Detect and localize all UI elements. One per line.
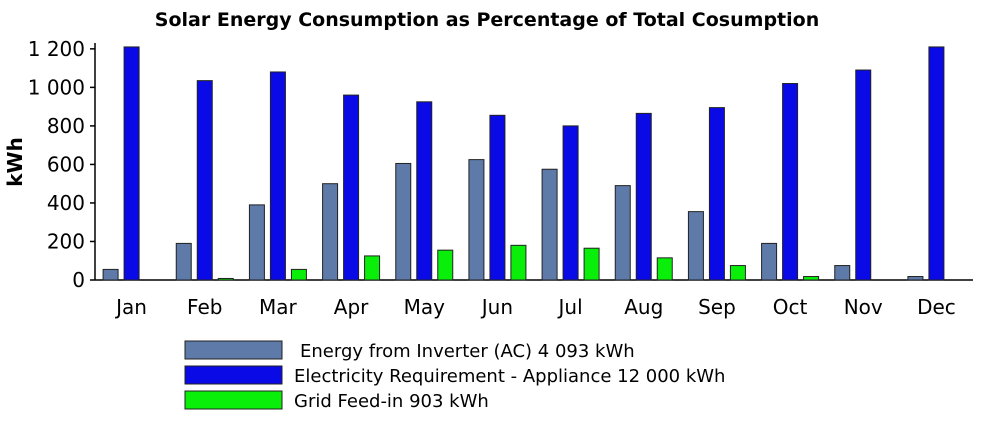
- bar-jul-series-2: [562, 125, 579, 281]
- x-tick-label: May: [404, 295, 446, 319]
- x-tick-label: Oct: [773, 295, 808, 319]
- bar-apr-series-3: [364, 255, 381, 281]
- legend-label-series-3: Grid Feed-in 903 kWh: [294, 391, 489, 412]
- bar-sep-series-1: [687, 211, 704, 281]
- y-tick-label: 0: [72, 268, 85, 292]
- bar-may-series-3: [437, 249, 454, 281]
- x-tick-label: Nov: [844, 295, 883, 319]
- x-tick-label: Dec: [917, 295, 956, 319]
- x-tick-label: Sep: [698, 295, 736, 319]
- y-tick-label: 1 200: [28, 37, 85, 61]
- x-tick-label: Jun: [480, 295, 513, 319]
- bar-aug-series-3: [656, 257, 673, 281]
- bar-feb-series-2: [196, 80, 213, 281]
- legend-label-series-1: Energy from Inverter (AC) 4 093 kWh: [300, 341, 635, 362]
- x-tick-label: Aug: [624, 295, 663, 319]
- y-axis-label: kWh: [3, 137, 27, 187]
- bar-oct-series-1: [761, 242, 778, 281]
- x-tick-label: Apr: [334, 295, 369, 319]
- x-tick-label: Mar: [259, 295, 298, 319]
- bar-aug-series-2: [635, 112, 652, 281]
- bar-dec-series-2: [928, 46, 945, 281]
- bar-aug-series-1: [614, 185, 631, 281]
- bar-jul-series-1: [541, 168, 558, 281]
- bar-mar-series-2: [269, 71, 286, 281]
- bar-jun-series-1: [468, 159, 485, 281]
- legend-swatch-series-1: [184, 340, 283, 360]
- bar-jun-series-2: [489, 114, 506, 281]
- bar-feb-series-1: [175, 242, 192, 281]
- bar-mar-series-3: [290, 268, 307, 281]
- bar-nov-series-1: [834, 265, 851, 281]
- bar-jul-series-3: [583, 247, 600, 281]
- y-tick-label: 200: [47, 229, 85, 253]
- bar-oct-series-2: [782, 83, 799, 281]
- bar-sep-series-2: [708, 107, 725, 281]
- x-tick-label: Jan: [114, 295, 147, 319]
- bar-jun-series-3: [510, 244, 527, 281]
- legend-swatch-series-2: [184, 365, 283, 385]
- y-tick-label: 600: [47, 152, 85, 176]
- bar-jan-series-1: [102, 268, 119, 281]
- bar-oct-series-3: [803, 276, 820, 281]
- legend: Energy from Inverter (AC) 4 093 kWh Elect…: [184, 340, 725, 412]
- bar-apr-series-1: [322, 183, 339, 281]
- bar-sep-series-3: [729, 265, 746, 281]
- x-tick-label: Jul: [557, 295, 583, 319]
- y-tick-label: 400: [47, 191, 85, 215]
- x-tick-label: Feb: [187, 295, 222, 319]
- bar-jan-series-2: [123, 46, 140, 281]
- axes: 0 200 400 600 800 1 000 1 200 Jan Feb Mar Apr May Ju…: [28, 37, 973, 319]
- bar-mar-series-1: [248, 204, 265, 281]
- y-tick-label: 1 000: [28, 75, 85, 99]
- bar-apr-series-2: [343, 94, 360, 281]
- bar-may-series-2: [416, 101, 433, 281]
- y-tick-label: 800: [47, 114, 85, 138]
- bar-nov-series-2: [855, 69, 872, 281]
- chart-title: Solar Energy Consumption as Percentage o…: [155, 9, 819, 31]
- legend-swatch-series-3: [184, 390, 283, 410]
- bars: [102, 46, 945, 281]
- bar-feb-series-3: [217, 277, 234, 281]
- legend-label-series-2: Electricity Requirement - Appliance 12 0…: [294, 366, 725, 387]
- bar-may-series-1: [395, 162, 412, 281]
- bar-dec-series-1: [907, 276, 924, 281]
